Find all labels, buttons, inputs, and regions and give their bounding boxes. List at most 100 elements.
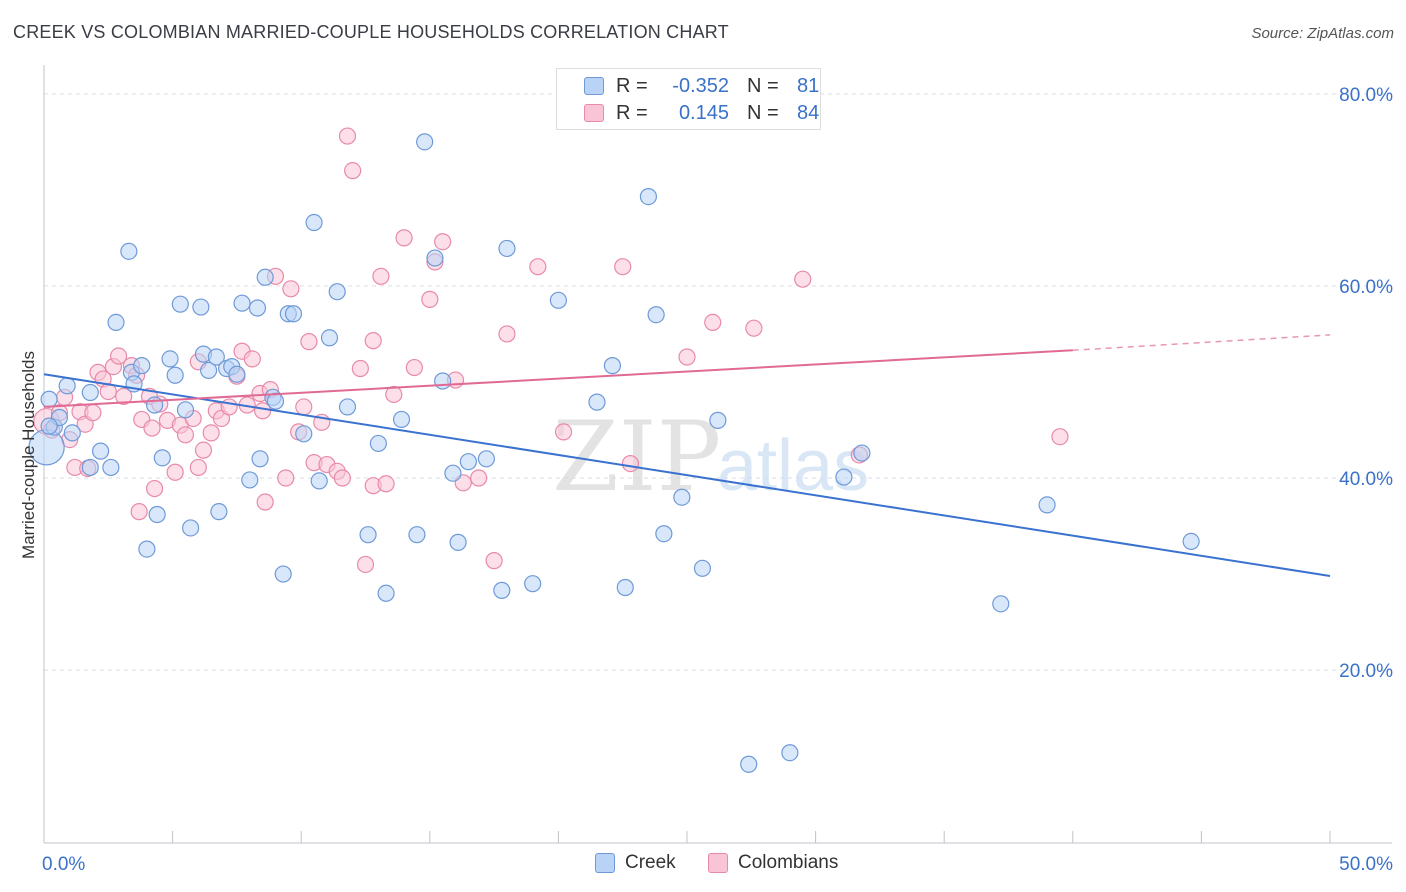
colombian-point: [1051, 428, 1069, 446]
creek-point: [781, 744, 799, 762]
creek-point: [338, 398, 357, 416]
creek-legend-label: Creek: [625, 852, 676, 873]
creek-point: [740, 755, 758, 773]
creek-point: [639, 187, 658, 206]
creek-point: [102, 458, 120, 477]
colombian-point: [470, 469, 488, 487]
colombian-points: [33, 127, 1069, 574]
r-label: R =: [616, 74, 648, 97]
creek-point: [171, 295, 189, 313]
creek-point: [228, 365, 246, 383]
creek-point: [655, 525, 673, 543]
colombian-point: [202, 424, 220, 442]
colombian-point: [256, 493, 274, 511]
creek-point: [498, 239, 516, 258]
source-label: Source: ZipAtlas.com: [1251, 25, 1394, 42]
creek-point: [588, 393, 606, 411]
n-value: 81: [797, 74, 820, 97]
creek-point: [166, 366, 184, 384]
grid-lines: [44, 93, 1392, 671]
stats-legend: R = -0.352 N = 81 R = 0.145 N = 84: [556, 68, 821, 130]
colombian-point: [745, 319, 763, 337]
creek-point: [408, 526, 426, 544]
colombian-point: [166, 463, 184, 481]
y-tick-label: 20.0%: [1339, 661, 1393, 682]
creek-point: [693, 559, 712, 577]
colombian-point: [115, 387, 133, 405]
creek-point: [241, 471, 259, 489]
creek-point: [145, 396, 164, 414]
colombian-point: [243, 350, 261, 368]
colombian-point: [385, 385, 403, 404]
creek-point: [233, 294, 251, 312]
creek-point: [295, 425, 313, 443]
colombian-point: [364, 332, 382, 350]
creek-point: [549, 291, 568, 309]
creek-point: [138, 540, 156, 558]
y-tick-label: 40.0%: [1339, 469, 1393, 490]
colombian-trendline: [43, 349, 1073, 408]
colombian-point: [176, 426, 195, 444]
creek-point: [459, 453, 477, 471]
colombian-point: [143, 419, 161, 437]
creek-point: [377, 584, 395, 602]
r-value: 0.145: [678, 101, 729, 124]
legend-item-creek: Creek: [595, 852, 676, 874]
creek-point: [107, 313, 125, 332]
colombian-swatch: [584, 104, 604, 122]
creek-point: [91, 442, 110, 460]
colombian-point: [277, 469, 295, 487]
r-label: R =: [616, 101, 648, 124]
creek-point: [120, 242, 138, 260]
creek-point: [709, 411, 727, 429]
creek-point: [153, 449, 171, 467]
creek-point: [81, 383, 99, 402]
creek-point: [63, 424, 81, 442]
colombian-point: [395, 229, 413, 247]
creek-point: [426, 249, 444, 267]
colombian-point: [109, 347, 128, 365]
creek-point: [328, 283, 346, 301]
creek-point: [359, 526, 377, 544]
creek-point: [148, 505, 166, 524]
colombian-point: [282, 280, 300, 298]
legend-row-creek: R = -0.352 N = 81: [557, 74, 819, 98]
creek-point: [493, 581, 511, 599]
creek-point: [248, 299, 267, 317]
creek-point: [81, 458, 99, 477]
x-tick-label: 0.0%: [42, 854, 85, 875]
colombian-point: [704, 313, 722, 332]
colombian-legend-swatch: [708, 853, 728, 873]
y-tick-label: 80.0%: [1339, 85, 1393, 106]
creek-point: [853, 444, 871, 462]
watermark: ZIP atlas: [552, 401, 869, 513]
n-value: 84: [797, 101, 820, 124]
creek-point: [210, 503, 228, 521]
creek-point: [133, 357, 151, 375]
chart-title: CREEK VS COLOMBIAN MARRIED-COUPLE HOUSEH…: [13, 22, 729, 42]
creek-point: [274, 565, 292, 583]
colombian-trendline-extension: [1072, 334, 1331, 352]
creek-point: [444, 464, 462, 482]
creek-point: [207, 348, 225, 366]
colombian-point: [529, 258, 547, 276]
colombian-point: [194, 441, 213, 459]
creek-point: [161, 350, 179, 368]
colombian-point: [145, 479, 164, 498]
colombian-point: [351, 359, 369, 378]
trendlines: [43, 334, 1331, 577]
watermark-zip: ZIP: [552, 401, 721, 513]
legend-item-colombians: Colombians: [708, 852, 838, 874]
creek-legend-swatch: [595, 853, 615, 873]
colombian-point: [614, 258, 632, 276]
colombian-point: [189, 458, 207, 477]
creek-point: [192, 298, 210, 316]
creek-point: [40, 417, 58, 435]
creek-point: [835, 468, 853, 486]
colombian-point: [421, 290, 439, 308]
creek-point: [1182, 532, 1200, 551]
colombian-point: [498, 325, 516, 343]
n-label: N =: [747, 74, 779, 97]
creek-point: [369, 434, 387, 453]
